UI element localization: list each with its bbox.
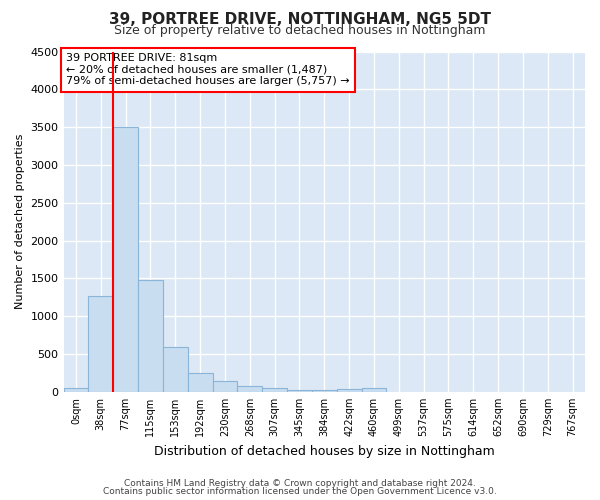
Bar: [88, 296, 113, 392]
Bar: [362, 388, 386, 392]
Bar: [138, 280, 163, 392]
Bar: [188, 373, 212, 392]
Text: 39, PORTREE DRIVE, NOTTINGHAM, NG5 5DT: 39, PORTREE DRIVE, NOTTINGHAM, NG5 5DT: [109, 12, 491, 28]
Bar: [262, 388, 287, 392]
Bar: [312, 390, 337, 392]
Bar: [337, 389, 362, 392]
Bar: [287, 390, 312, 392]
Bar: [238, 386, 262, 392]
Text: Contains HM Land Registry data © Crown copyright and database right 2024.: Contains HM Land Registry data © Crown c…: [124, 480, 476, 488]
Bar: [113, 127, 138, 392]
Text: Contains public sector information licensed under the Open Government Licence v3: Contains public sector information licen…: [103, 487, 497, 496]
X-axis label: Distribution of detached houses by size in Nottingham: Distribution of detached houses by size …: [154, 444, 494, 458]
Bar: [163, 347, 188, 392]
Y-axis label: Number of detached properties: Number of detached properties: [15, 134, 25, 310]
Text: Size of property relative to detached houses in Nottingham: Size of property relative to detached ho…: [114, 24, 486, 37]
Bar: [64, 388, 88, 392]
Text: 39 PORTREE DRIVE: 81sqm
← 20% of detached houses are smaller (1,487)
79% of semi: 39 PORTREE DRIVE: 81sqm ← 20% of detache…: [66, 53, 350, 86]
Bar: [212, 381, 238, 392]
